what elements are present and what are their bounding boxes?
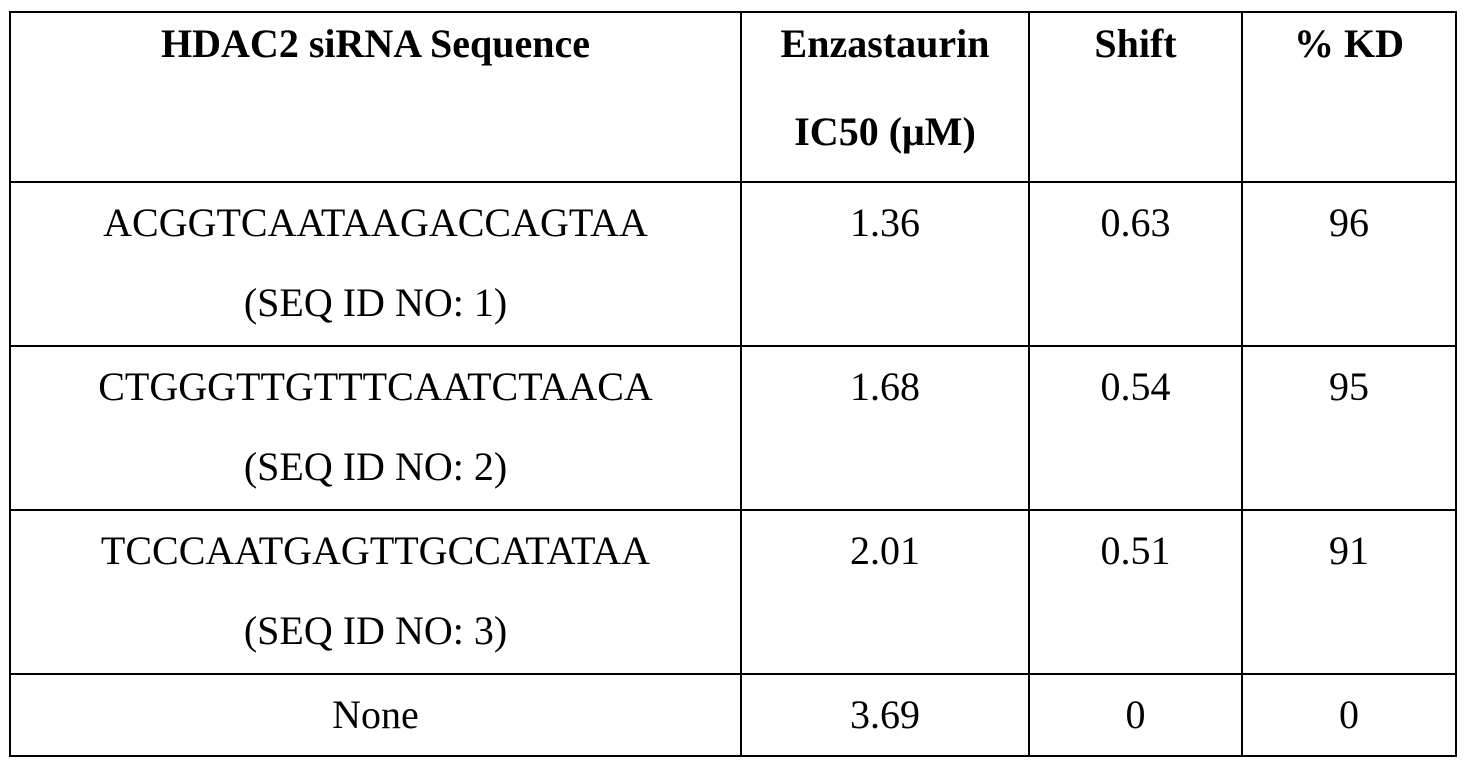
cell-shift: 0.51 [1028,509,1243,675]
seq-id-text: (SEQ ID NO: 1) [243,280,508,325]
cell-shift: 0 [1028,673,1243,757]
table-row: None 3.69 0 0 [9,673,1457,757]
cell-kd: 95 [1241,345,1457,511]
cell-shift: 0.54 [1028,345,1243,511]
cell-kd: 91 [1241,509,1457,675]
cell-kd: 0 [1241,673,1457,757]
cell-kd: 96 [1241,181,1457,347]
header-kd-label: % KD [1294,21,1404,66]
table-row: CTGGGTTGTTTCAATCTAACA (SEQ ID NO: 2) 1.6… [9,345,1457,511]
cell-ic50: 3.69 [740,673,1030,757]
header-ic50-line2: IC50 (μM) [794,109,976,154]
header-sequence-label: HDAC2 siRNA Sequence [161,21,590,66]
cell-ic50: 1.68 [740,345,1030,511]
seq-id-text: (SEQ ID NO: 3) [243,608,508,653]
header-ic50: Enzastaurin IC50 (μM) [740,11,1030,183]
seq-id-text: (SEQ ID NO: 2) [243,444,508,489]
cell-ic50: 1.36 [740,181,1030,347]
header-row: HDAC2 siRNA Sequence Enzastaurin IC50 (μ… [9,11,1457,183]
cell-sequence: None [9,673,742,757]
header-sequence: HDAC2 siRNA Sequence [9,11,742,183]
header-shift-label: Shift [1094,21,1177,66]
cell-sequence: ACGGTCAATAAGACCAGTAA (SEQ ID NO: 1) [9,181,742,347]
cell-sequence: TCCCAATGAGTTGCCATATAA (SEQ ID NO: 3) [9,509,742,675]
sequence-text: ACGGTCAATAAGACCAGTAA [103,200,648,245]
sequence-text: CTGGGTTGTTTCAATCTAACA [98,364,653,409]
cell-ic50: 2.01 [740,509,1030,675]
cell-shift: 0.63 [1028,181,1243,347]
header-shift: Shift [1028,11,1243,183]
sequence-text: TCCCAATGAGTTGCCATATAA [100,528,651,573]
cell-sequence: CTGGGTTGTTTCAATCTAACA (SEQ ID NO: 2) [9,345,742,511]
table-row: TCCCAATGAGTTGCCATATAA (SEQ ID NO: 3) 2.0… [9,509,1457,675]
table-row: ACGGTCAATAAGACCAGTAA (SEQ ID NO: 1) 1.36… [9,181,1457,347]
hdac2-sirna-table: HDAC2 siRNA Sequence Enzastaurin IC50 (μ… [9,11,1457,757]
header-ic50-line1: Enzastaurin [780,21,990,66]
header-kd: % KD [1241,11,1457,183]
sequence-text: None [332,692,419,737]
